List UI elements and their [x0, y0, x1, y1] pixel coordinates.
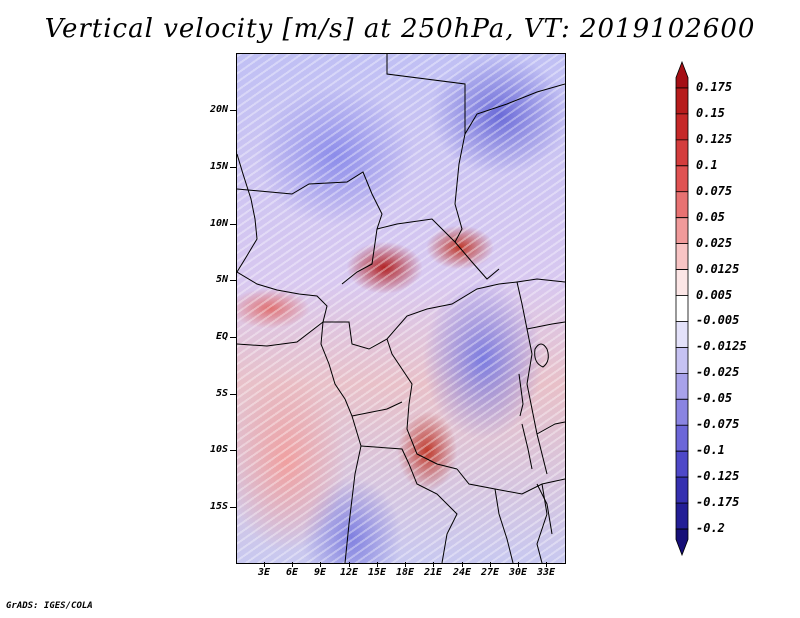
lat-tick-label: 15N	[209, 161, 228, 172]
lon-tick-mark	[546, 562, 547, 567]
lat-tick-label: 5N	[215, 274, 228, 285]
colorbar-segment	[675, 269, 689, 296]
colorbar-level-label: 0.1	[696, 157, 718, 172]
lat-tick-label: 20N	[209, 104, 228, 115]
lat-tick-mark	[230, 224, 236, 225]
lon-tick-label: 30E	[508, 567, 528, 578]
chart-title: Vertical velocity [m/s] at 250hPa, VT: 2…	[44, 14, 756, 44]
colorbar-level-label: -0.025	[696, 365, 740, 380]
colorbar-segment	[675, 191, 689, 219]
lon-tick-mark	[292, 562, 293, 567]
colorbar-level-label: -0.125	[696, 469, 740, 484]
lat-tick-mark	[230, 394, 236, 395]
lon-tick-label: 6E	[285, 567, 299, 578]
lat-tick-label: EQ	[215, 331, 228, 342]
colorbar-level-label: 0.025	[696, 235, 733, 250]
lat-tick-mark	[230, 450, 236, 451]
colorbar-level-label: 0.125	[696, 131, 733, 146]
lon-tick-label: 33E	[536, 567, 556, 578]
footer-credit: GrADS: IGES/COLA	[6, 601, 93, 611]
lon-tick-mark	[518, 562, 519, 567]
lon-tick-mark	[490, 562, 491, 567]
colorbar-segment	[675, 450, 689, 478]
colorbar-level-label: -0.175	[696, 495, 740, 510]
colorbar-segment	[675, 398, 689, 426]
colorbar-level-label: -0.1	[696, 443, 725, 458]
lat-tick-label: 10S	[209, 444, 228, 455]
colorbar-segment	[675, 528, 689, 557]
colorbar-level-label: -0.0125	[696, 339, 747, 354]
colorbar-segment	[675, 87, 689, 115]
lat-tick-mark	[230, 167, 236, 168]
colorbar-segment	[675, 424, 689, 452]
lon-tick-label: 27E	[480, 567, 500, 578]
lon-tick-mark	[377, 562, 378, 567]
lat-tick-mark	[230, 280, 236, 281]
lat-tick-label: 10N	[209, 218, 228, 229]
lon-tick-label: 9E	[313, 567, 327, 578]
colorbar-level-label: -0.2	[696, 521, 725, 536]
colorbar-level-label: -0.005	[696, 313, 740, 328]
colorbar-level-label: -0.075	[696, 417, 740, 432]
lon-tick-mark	[433, 562, 434, 567]
colorbar-level-label: 0.175	[696, 79, 733, 94]
colorbar-segment	[675, 165, 689, 193]
lat-tick-mark	[230, 110, 236, 111]
colorbar-segment	[675, 113, 689, 141]
colorbar-segment	[675, 139, 689, 167]
colorbar-level-label: 0.005	[696, 287, 733, 302]
lon-tick-mark	[264, 562, 265, 567]
coastline-borders	[237, 54, 565, 563]
colorbar-segment	[675, 217, 689, 245]
lon-tick-mark	[320, 562, 321, 567]
lat-tick-mark	[230, 337, 236, 338]
colorbar-level-label: 0.0125	[696, 261, 740, 276]
colorbar-level-label: 0.05	[696, 209, 725, 224]
colorbar-segment	[675, 476, 689, 504]
colorbar-segment	[675, 347, 689, 374]
colorbar-segment	[675, 60, 689, 89]
lat-tick-label: 15S	[209, 501, 228, 512]
lat-tick-mark	[230, 507, 236, 508]
lon-tick-label: 21E	[423, 567, 443, 578]
vertical-velocity-field	[237, 54, 565, 563]
colorbar-segment	[675, 372, 689, 400]
lon-tick-label: 3E	[257, 567, 271, 578]
lon-tick-label: 15E	[367, 567, 387, 578]
lon-tick-label: 18E	[395, 567, 415, 578]
colorbar-segment	[675, 243, 689, 270]
lat-tick-label: 5S	[215, 388, 228, 399]
colorbar-level-label: -0.05	[696, 391, 733, 406]
colorbar-segment	[675, 321, 689, 348]
colorbar-segment	[675, 502, 689, 530]
lon-tick-label: 24E	[452, 567, 472, 578]
lon-tick-mark	[462, 562, 463, 567]
colorbar-level-label: 0.075	[696, 183, 733, 198]
lon-tick-label: 12E	[339, 567, 359, 578]
map-panel	[236, 53, 566, 564]
colorbar-segment	[675, 295, 689, 322]
colorbar-level-label: 0.15	[696, 105, 725, 120]
lon-tick-mark	[349, 562, 350, 567]
lon-tick-mark	[405, 562, 406, 567]
